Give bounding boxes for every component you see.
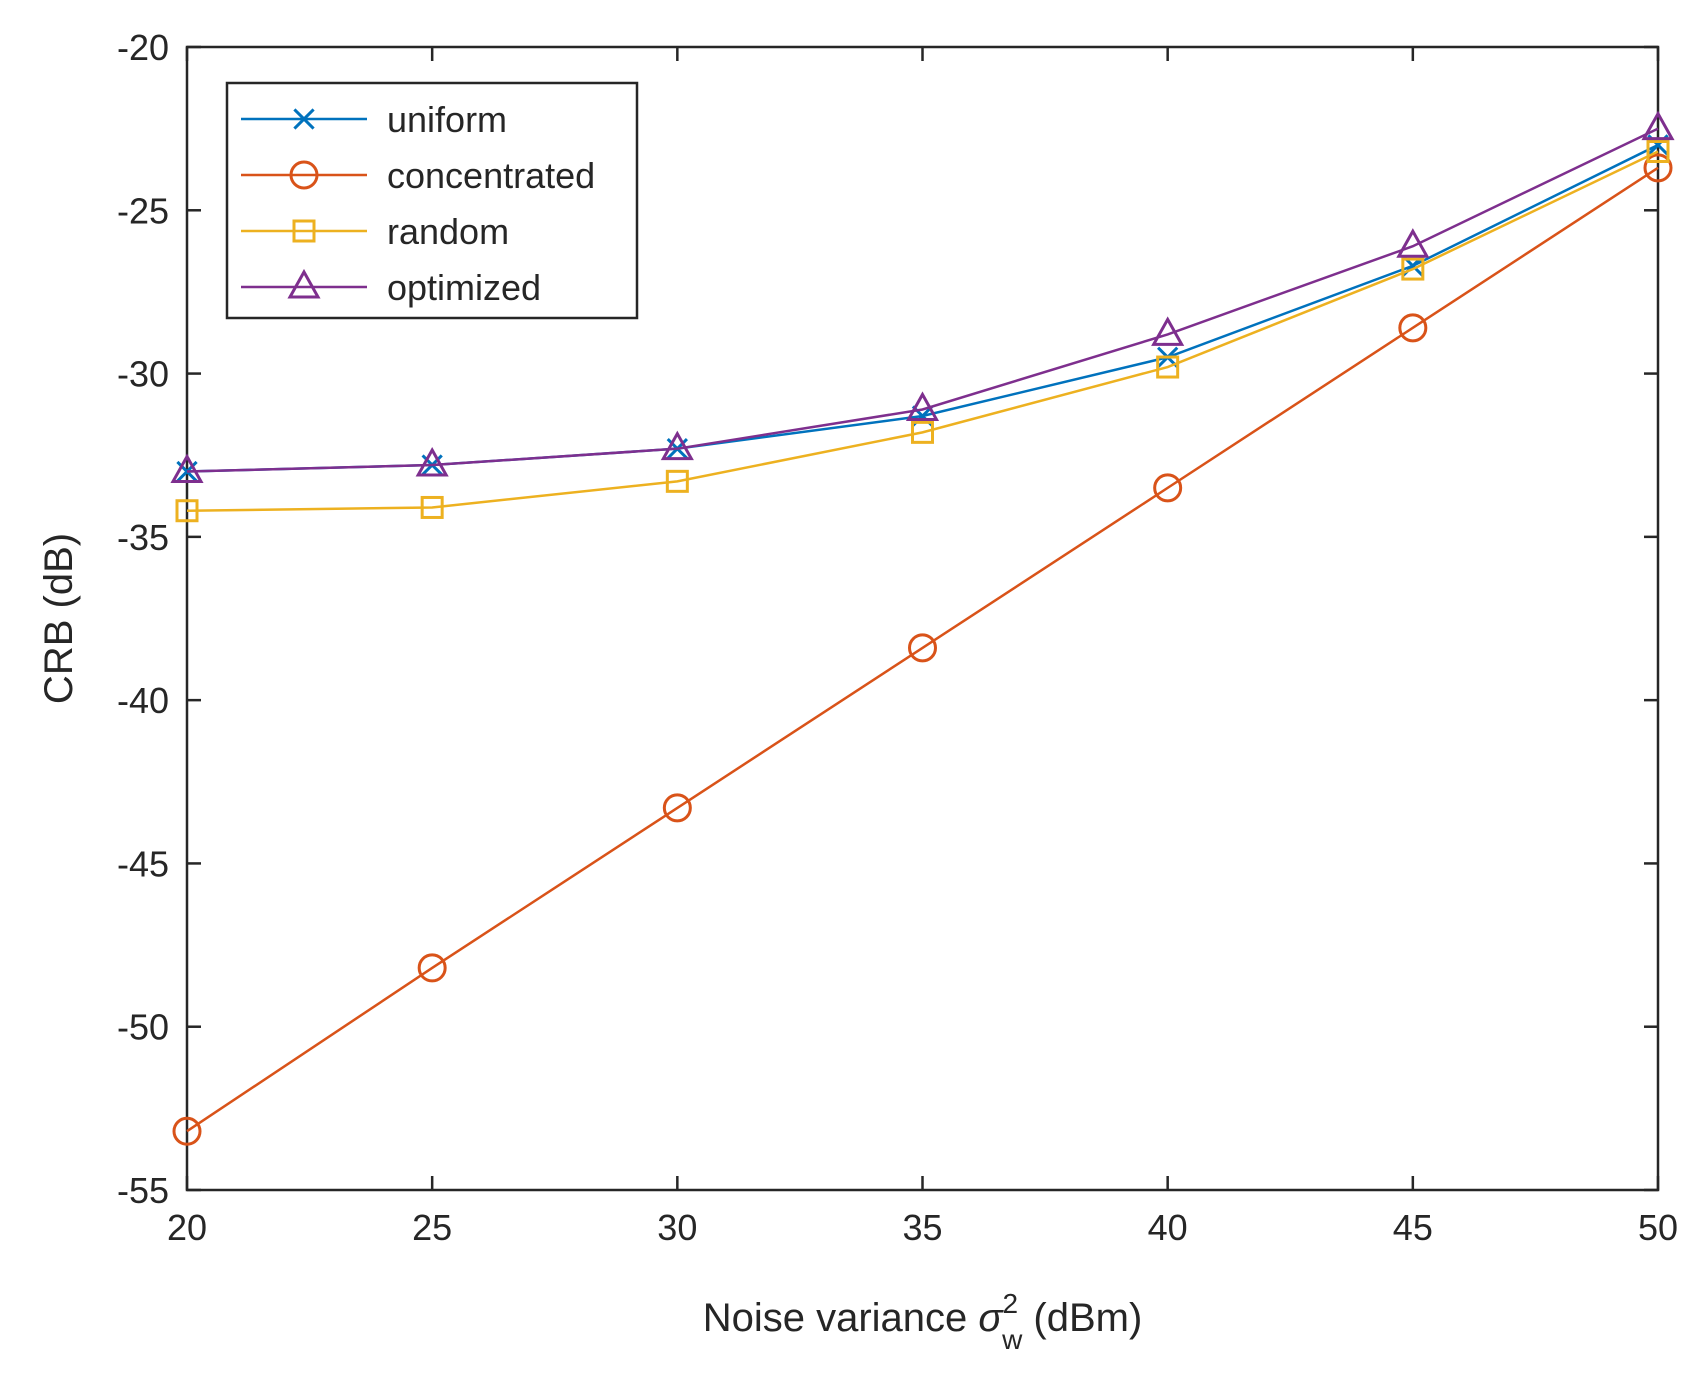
series-random [175,140,1670,523]
legend-label: uniform [387,99,507,140]
legend-label: optimized [387,267,541,308]
axis-ticks: 20 25 30 35 40 45 50 -20 -25 -30 -35 -40 -45 -50 -55 [117,27,1678,1248]
data-point-optimized [660,430,694,461]
x-tick-label: 25 [412,1207,452,1248]
data-point-optimized [1396,228,1430,258]
y-axis-title: CRB (dB) [37,533,81,704]
x-axis-title-subscript: w [1001,1324,1023,1355]
series-line-optimized [186,127,1659,473]
data-point-concentrated [662,793,692,823]
data-point-random [1401,257,1425,281]
series-line-concentrated [186,166,1659,1133]
x-axis-title: Noise variance σ2 w (dBm) [703,1288,1143,1355]
legend-item-concentrated: concentrated [241,155,595,196]
legend-marker [289,160,319,190]
data-point-optimized [905,391,940,421]
data-point-concentrated [1643,153,1673,183]
legend-item-uniform: uniform [241,99,507,140]
legend-box [225,81,639,320]
data-point-random [911,420,934,444]
y-tick-label: -55 [117,1170,169,1211]
data-point-optimized [415,446,449,477]
series-line-random [186,150,1659,512]
x-axis-title-symbol: σ [978,1296,1004,1340]
x-axis-title-superscript: 2 [1003,1288,1019,1319]
data-point-random [1156,355,1180,379]
y-tick-label: -25 [117,190,169,231]
legend-marker [287,268,321,299]
data-point-random [420,495,444,519]
x-axis-title-post: (dBm) [1022,1296,1142,1340]
data-point-random [175,499,199,523]
x-tick-label: 30 [657,1207,697,1248]
y-tick-label: -50 [117,1007,169,1048]
data-point-optimized [170,453,204,484]
y-tick-label: -20 [117,27,169,68]
data-point-random [665,469,689,493]
data-point-concentrated [1398,313,1428,343]
legend-marker [292,219,316,243]
x-tick-label: 50 [1638,1207,1678,1248]
legend-marker [293,108,315,130]
y-tick-label: -35 [117,517,169,558]
data-point-optimized [1151,316,1185,346]
data-point-concentrated [1153,473,1183,503]
legend-item-random: random [241,211,509,252]
legend-label: concentrated [387,155,595,196]
x-tick-label: 40 [1148,1207,1188,1248]
x-tick-label: 45 [1393,1207,1433,1248]
y-tick-label: -45 [117,843,169,884]
y-tick-label: -40 [117,680,169,721]
x-tick-label: 35 [902,1207,942,1248]
data-point-concentrated [172,1116,202,1146]
series-layer [170,110,1675,1146]
legend-label: random [387,211,509,252]
data-point-concentrated [908,633,937,663]
legend: uniform concentrated random optimized [225,81,639,320]
data-point-optimized [1641,110,1675,141]
y-tick-label: -30 [117,354,169,395]
series-optimized [170,110,1675,484]
x-axis-title-pre: Noise variance [703,1296,979,1340]
series-concentrated [172,153,1673,1146]
data-point-random [1646,140,1670,164]
x-tick-label: 20 [167,1207,207,1248]
legend-item-optimized: optimized [241,267,541,308]
data-point-concentrated [417,953,447,983]
